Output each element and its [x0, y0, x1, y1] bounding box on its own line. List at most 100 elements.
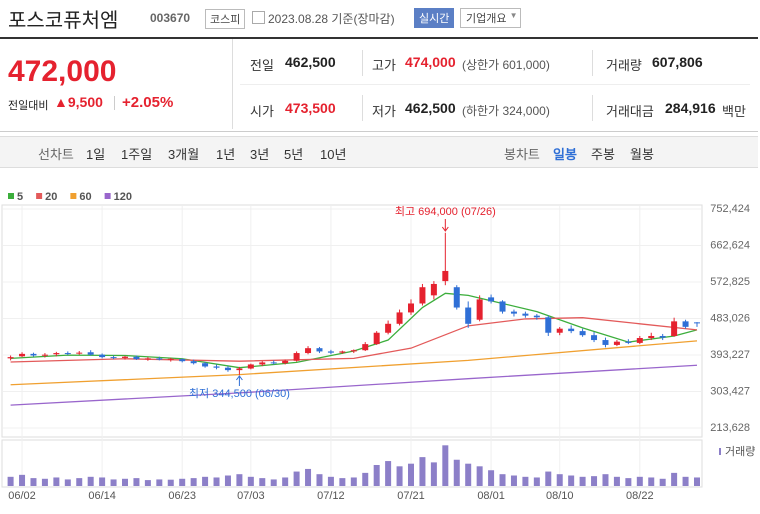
divider — [592, 95, 593, 121]
volume-bar — [442, 445, 449, 486]
volume-bar — [510, 475, 517, 486]
candle-body — [110, 357, 117, 359]
candle-body — [87, 352, 94, 355]
x-tick-label: 08/10 — [546, 490, 574, 502]
candle-body — [510, 311, 517, 314]
volume-bar — [659, 478, 666, 486]
volume-bar — [430, 462, 437, 486]
candle-body — [99, 354, 106, 358]
dropdown-arrow: ▼ — [509, 11, 518, 20]
field-value: 474,000 — [405, 54, 456, 70]
volume-bar — [362, 472, 369, 486]
candle-body — [613, 341, 620, 345]
candle-body — [602, 340, 609, 345]
volume-bar — [87, 476, 94, 486]
field-value: 607,806 — [652, 54, 703, 70]
candle-body — [316, 348, 323, 352]
x-tick-label: 07/03 — [237, 490, 265, 502]
field-note: (상한가 601,000) — [462, 58, 550, 72]
price: 472,000 — [8, 55, 117, 88]
volume-bar — [373, 465, 380, 486]
date: 2023.08.28 기준(장마감) — [268, 12, 395, 26]
candle-body — [236, 368, 243, 371]
candle-body — [694, 322, 700, 324]
volume-bar — [613, 476, 620, 486]
candle-body — [213, 366, 220, 368]
period-tab[interactable]: 3개월 — [168, 147, 200, 162]
candle-body — [144, 358, 151, 360]
candle-body — [190, 361, 197, 364]
realtime-button[interactable]: 실시간 — [414, 8, 455, 28]
volume-bar — [7, 476, 14, 486]
volume-bar — [579, 476, 586, 486]
volume-bar — [545, 471, 552, 486]
volume-legend: 거래량 — [725, 445, 755, 458]
change-label: 전일대비 — [8, 100, 49, 112]
tab-bar: 선차트 1일 1주일 3개월 1년 3년 5년 10년 봉차트 일봉 주봉 월봉 — [0, 136, 758, 168]
field-label: 거래대금 — [606, 104, 654, 119]
candle-tab[interactable]: 일봉 — [553, 147, 577, 162]
volume-bar — [522, 476, 529, 486]
candle-body — [30, 353, 37, 356]
candle-body — [579, 331, 586, 336]
divider — [592, 50, 593, 76]
field-value: 462,500 — [285, 54, 336, 70]
volume-bar — [499, 474, 506, 486]
y-tick-label: 303,427 — [710, 385, 750, 397]
volume-bar — [419, 457, 426, 486]
candle-body — [202, 363, 209, 367]
divider — [114, 96, 115, 110]
volume-bar — [533, 477, 540, 486]
period-tab[interactable]: 5년 — [284, 147, 304, 162]
legend-swatch — [8, 193, 14, 199]
legend-label: 60 — [79, 191, 91, 203]
volume-bar — [682, 476, 689, 486]
candle-body — [465, 307, 472, 324]
candle-body — [442, 270, 449, 282]
candle-body — [671, 321, 678, 336]
overview-dropdown[interactable]: 기업개요 ▼ — [460, 8, 522, 28]
candle-body — [339, 351, 346, 353]
volume-bar — [602, 474, 609, 486]
volume-bar — [122, 478, 128, 486]
candle-body — [282, 360, 289, 364]
legend-label: 20 — [45, 191, 57, 203]
volume-bar — [224, 475, 231, 486]
candle-tab[interactable]: 월봉 — [630, 147, 654, 162]
candle-body — [522, 313, 529, 316]
stock-code: 003670 — [150, 11, 191, 25]
period-tab[interactable]: 1년 — [216, 147, 236, 162]
change: ▲9,500 — [54, 94, 103, 110]
volume-bar — [76, 478, 83, 486]
change-pct: +2.05% — [122, 94, 174, 111]
candle-body — [64, 353, 71, 355]
field-label: 시가 — [250, 104, 274, 119]
candle-body — [499, 301, 506, 312]
period-tab[interactable]: 10년 — [320, 147, 347, 162]
x-tick-label: 08/01 — [477, 490, 505, 502]
period-tab[interactable]: 1일 — [86, 147, 106, 162]
y-tick-label: 213,628 — [710, 422, 750, 434]
field-note: (하한가 324,000) — [462, 104, 550, 118]
period-tab[interactable]: 1주일 — [121, 147, 153, 162]
field-value: 284,916 — [665, 100, 716, 116]
period-tab[interactable]: 3년 — [250, 147, 270, 162]
candle-body — [247, 364, 254, 369]
volume-bar — [156, 479, 163, 486]
volume-bar — [556, 474, 563, 486]
volume-bar — [167, 479, 174, 486]
x-tick-label: 06/23 — [168, 490, 196, 502]
field-value: 473,500 — [285, 100, 336, 116]
volume-bar — [133, 478, 140, 486]
volume-bar — [293, 471, 300, 486]
candle-body — [293, 353, 300, 361]
candle-body — [488, 297, 495, 302]
high-annotation: 최고 694,000 (07/26) — [395, 205, 496, 218]
volume-bar — [408, 463, 414, 486]
candle-body — [648, 335, 655, 339]
legend-label: 5 — [17, 191, 23, 203]
volume-legend-swatch — [719, 448, 721, 455]
candle-tab[interactable]: 주봉 — [591, 147, 615, 162]
y-tick-label: 483,026 — [710, 312, 750, 324]
volume-bar — [694, 477, 700, 486]
